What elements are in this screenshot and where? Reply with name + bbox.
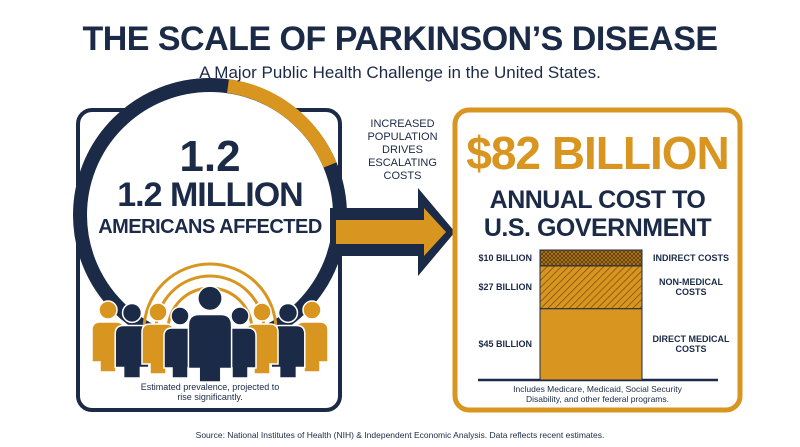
source: Source: National Institutes of Health (N… [195,430,605,440]
segment-value-label: $27 BILLION [478,282,532,293]
prevalence-headline: 1.2 MILLION [117,176,303,214]
title: THE SCALE OF PARKINSON’S DISEASE [82,20,718,58]
arrow-inner [336,208,446,256]
bar-segment [539,308,643,381]
segment-name: NON-MEDICAL COSTS [659,277,723,298]
person-head [148,302,168,322]
prevalence-label: AMERICANS AFFECTED [98,216,322,238]
person-head [230,306,250,326]
segment-value-label: $45 BILLION [478,339,532,350]
person-head [98,300,118,320]
segment-value-label: $10 BILLION [478,252,532,263]
person-head [170,306,190,326]
person-head [252,302,272,322]
person-body [187,313,233,383]
bar-segment [539,249,643,267]
cost-note: Includes Medicare, Medicaid, Social Secu… [513,384,682,404]
prevalence-note: Estimated prevalence, projected to rise … [140,382,280,402]
person-head [121,302,143,324]
segment-name: INDIRECT COSTS [652,252,729,263]
person-head [302,300,322,320]
prevalence-figure: 1.2 [179,132,241,181]
arrow-label: INCREASED POPULATION DRIVES ESCALATING C… [367,118,438,182]
person-head [277,302,299,324]
people-icons [91,285,329,383]
cost-label-2: U.S. GOVERNMENT [483,214,712,242]
segment-name: DIRECT MEDICAL COSTS [652,334,730,355]
cost-headline: $82 BILLION [466,127,730,179]
cost-label-1: ANNUAL COST TO [489,186,706,214]
bar-segment [539,265,643,310]
ring-accent [226,79,337,168]
subtitle: A Major Public Health Challenge in the U… [199,63,601,82]
cost-bar [539,249,643,381]
person-head [197,285,223,312]
person-body [114,324,150,379]
